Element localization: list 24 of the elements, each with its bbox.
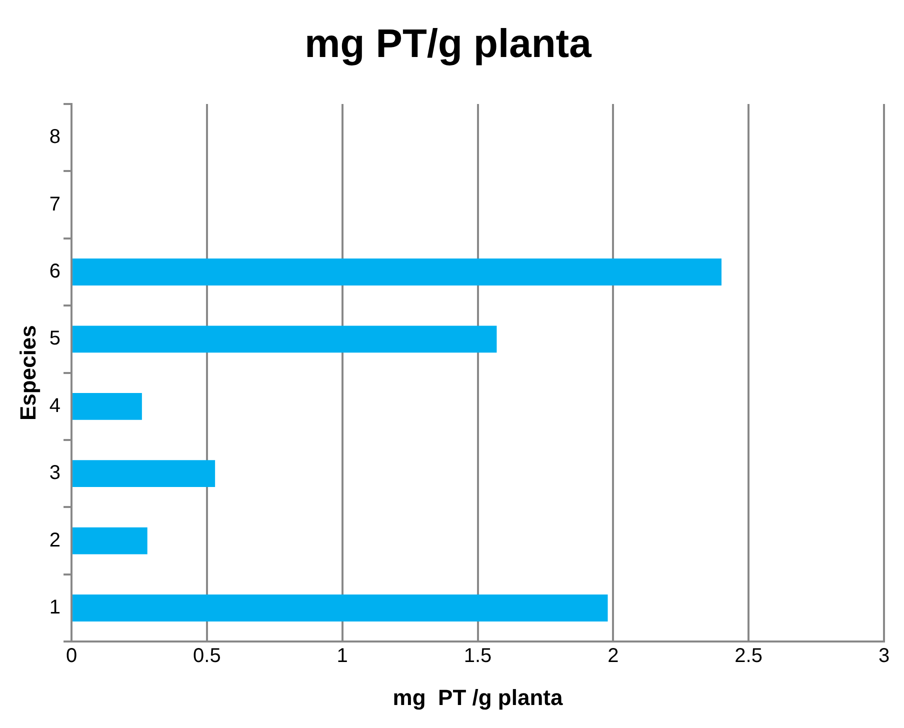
bar <box>72 527 148 554</box>
y-tick-label: 3 <box>49 462 61 484</box>
y-tick-label: 4 <box>49 394 61 417</box>
bar <box>72 460 216 488</box>
x-tick-label: 0 <box>66 645 78 668</box>
x-axis-title: mg PT /g planta <box>392 684 564 710</box>
y-tick-label: 7 <box>49 193 61 216</box>
bar <box>72 326 497 353</box>
bar <box>72 258 722 286</box>
bar <box>72 594 608 622</box>
y-axis-title: Especies <box>15 325 40 421</box>
x-tick-label: 1.5 <box>464 645 492 668</box>
y-tick-label: 5 <box>49 328 61 350</box>
y-tick-label: 8 <box>49 126 61 148</box>
y-tick-label: 6 <box>49 260 61 283</box>
x-tick-label: 2 <box>608 645 619 668</box>
x-tick-label: 1 <box>336 645 348 668</box>
chart-title: mg PT/g planta <box>304 22 592 66</box>
y-tick-label: 1 <box>49 596 61 619</box>
bar <box>72 392 142 420</box>
x-tick-label: 0.5 <box>193 645 221 668</box>
y-tick-label: 2 <box>49 529 61 552</box>
x-tick-label: 2.5 <box>734 645 762 668</box>
x-tick-label: 3 <box>878 645 890 668</box>
